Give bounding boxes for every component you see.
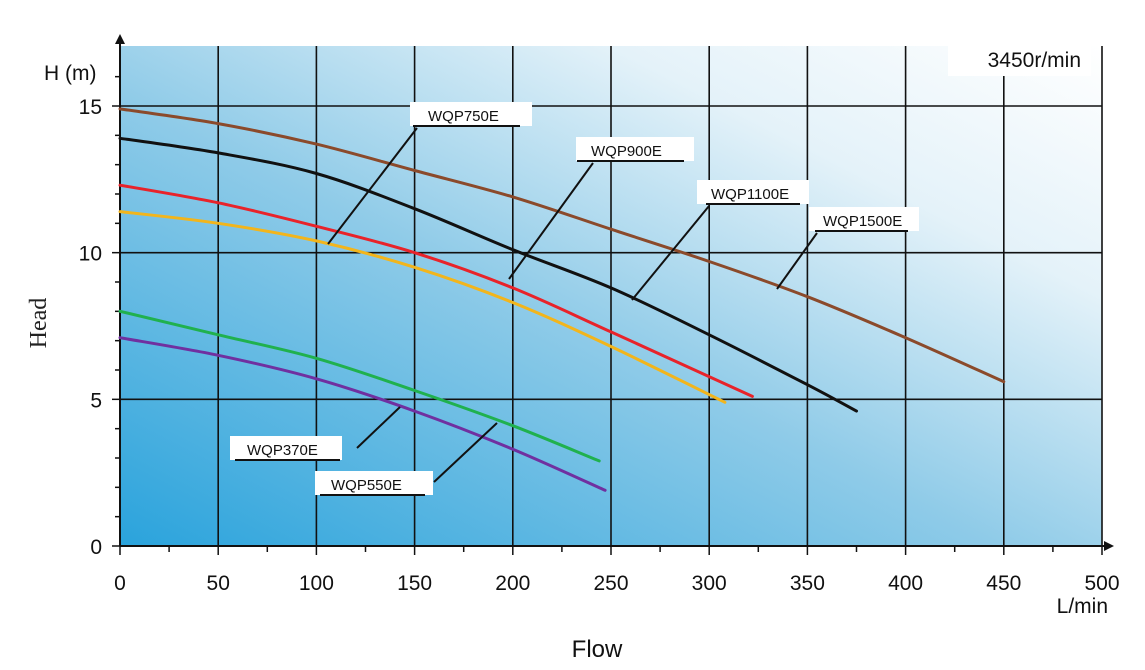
series-label-wqp1100e: WQP1100E	[711, 186, 789, 203]
leader-line-wqp750e	[327, 127, 418, 245]
leader-line-wqp900e	[508, 162, 594, 280]
speed-annotation: 3450r/min	[988, 49, 1081, 72]
y-axis-arrow	[115, 34, 125, 44]
y-axis-title: Head	[26, 298, 52, 349]
series-line-wqp370e	[118, 309, 601, 463]
series-label-wqp550e: WQP550E	[331, 477, 402, 494]
x-tick-label-500: 500	[1084, 572, 1119, 595]
x-tick-label-400: 400	[888, 572, 923, 595]
x-tick-label-200: 200	[495, 572, 530, 595]
series-label-wqp750e: WQP750E	[428, 108, 499, 125]
axes	[115, 34, 1114, 551]
label-box-wqp900e	[576, 137, 694, 161]
y-tick-label-5: 5	[90, 389, 102, 412]
y-tick-label-10: 10	[79, 243, 102, 266]
series-line-wqp550e	[118, 336, 607, 492]
leader-line-wqp1100e	[631, 205, 710, 301]
leader-line-wqp550e	[433, 422, 498, 483]
x-tick-label-450: 450	[986, 572, 1021, 595]
series-label-wqp1500e: WQP1500E	[823, 213, 902, 230]
leader-line-wqp1500e	[776, 232, 818, 290]
series-label-wqp900e: WQP900E	[591, 143, 662, 160]
x-tick-label-100: 100	[299, 572, 334, 595]
y-unit-label: H (m)	[44, 62, 96, 85]
x-tick-label-0: 0	[114, 572, 126, 595]
label-box-wqp1500e	[809, 207, 919, 231]
x-tick-label-50: 50	[207, 572, 230, 595]
series-labels: WQP370E WQP550E WQP750E WQP900E WQP1100E WQP1…	[230, 102, 919, 496]
x-unit-label: L/min	[1057, 595, 1108, 618]
series-line-wqp1500e	[118, 107, 1006, 384]
tick-marks	[112, 75, 1103, 555]
series-lines	[118, 107, 1006, 492]
y-tick-label-0: 0	[90, 536, 102, 559]
label-leader-lines	[327, 127, 818, 483]
annotation-box	[948, 46, 1091, 76]
label-box-wqp1100e	[697, 180, 809, 204]
y-tick-label-15: 15	[79, 96, 102, 119]
leader-line-wqp370e	[356, 406, 401, 449]
x-axis-title: Flow	[572, 636, 623, 663]
x-tick-label-250: 250	[593, 572, 628, 595]
series-label-wqp370e: WQP370E	[247, 442, 318, 459]
x-tick-label-350: 350	[790, 572, 825, 595]
series-line-wqp750e	[118, 210, 727, 404]
label-box-wqp750e	[410, 102, 532, 126]
label-box-wqp550e	[315, 471, 433, 495]
series-line-wqp900e	[118, 183, 754, 398]
x-tick-label-300: 300	[692, 572, 727, 595]
grid-lines	[120, 46, 1103, 546]
x-axis-arrow	[1104, 541, 1114, 551]
label-box-wqp370e	[230, 436, 342, 460]
series-line-wqp1100e	[118, 136, 858, 413]
tick-labels: 0 50 100 150 200 250 300 350 400 450 500 0 5 10 15	[79, 96, 1120, 595]
x-tick-label-150: 150	[397, 572, 432, 595]
